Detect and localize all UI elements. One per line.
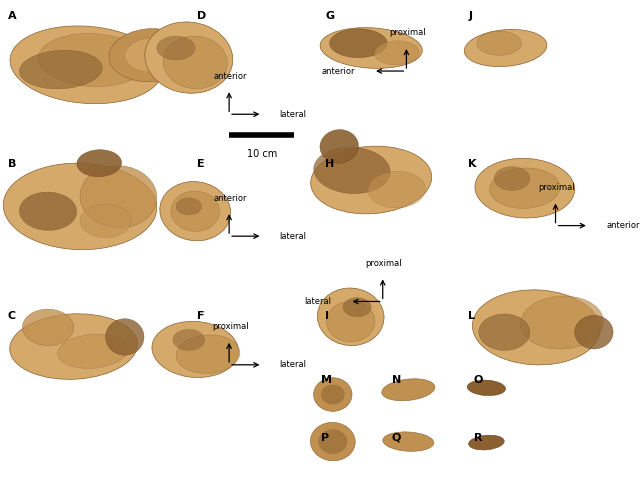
Text: M: M (321, 375, 332, 385)
Ellipse shape (77, 150, 122, 177)
Text: lateral: lateral (279, 110, 306, 119)
Text: proximal: proximal (365, 259, 403, 268)
Text: C: C (8, 311, 16, 321)
Ellipse shape (176, 335, 240, 373)
Text: N: N (392, 375, 401, 385)
Text: J: J (468, 11, 472, 21)
Ellipse shape (106, 319, 144, 355)
Ellipse shape (472, 290, 600, 365)
Ellipse shape (152, 322, 239, 377)
Ellipse shape (58, 335, 128, 368)
Ellipse shape (383, 432, 434, 451)
Ellipse shape (490, 168, 560, 208)
Ellipse shape (467, 380, 506, 396)
Ellipse shape (319, 430, 347, 454)
Text: anterior: anterior (607, 221, 640, 230)
Ellipse shape (10, 314, 138, 379)
Ellipse shape (374, 41, 419, 65)
Text: proximal: proximal (538, 183, 575, 192)
Ellipse shape (494, 167, 530, 191)
Text: Q: Q (392, 433, 401, 443)
Ellipse shape (317, 288, 384, 346)
Text: proximal: proximal (389, 28, 426, 37)
Text: E: E (197, 159, 205, 169)
Text: anterior: anterior (214, 72, 247, 81)
Text: K: K (468, 159, 477, 169)
Ellipse shape (314, 378, 352, 411)
Ellipse shape (343, 298, 371, 317)
Text: B: B (8, 159, 16, 169)
Ellipse shape (464, 29, 547, 67)
Ellipse shape (320, 130, 358, 163)
Ellipse shape (321, 385, 344, 404)
Ellipse shape (326, 301, 375, 342)
Text: anterior: anterior (214, 193, 247, 203)
Ellipse shape (330, 29, 387, 58)
Ellipse shape (320, 28, 422, 68)
Text: H: H (325, 159, 334, 169)
Ellipse shape (80, 204, 131, 238)
Text: lateral: lateral (279, 232, 306, 240)
Ellipse shape (381, 379, 435, 401)
Text: O: O (474, 375, 483, 385)
Text: I: I (325, 311, 329, 321)
Ellipse shape (160, 181, 230, 241)
Ellipse shape (468, 435, 504, 450)
Text: L: L (468, 311, 476, 321)
Text: 10 cm: 10 cm (246, 149, 277, 159)
Ellipse shape (80, 166, 157, 228)
Ellipse shape (125, 38, 176, 72)
Ellipse shape (475, 158, 575, 218)
Text: P: P (321, 433, 330, 443)
Ellipse shape (109, 29, 192, 82)
Text: proximal: proximal (212, 322, 249, 331)
Text: anterior: anterior (322, 67, 355, 75)
Ellipse shape (19, 192, 77, 230)
Ellipse shape (176, 198, 202, 215)
Ellipse shape (163, 36, 227, 89)
Ellipse shape (479, 314, 530, 350)
Ellipse shape (145, 22, 233, 93)
Ellipse shape (368, 171, 426, 208)
Ellipse shape (3, 163, 157, 250)
Ellipse shape (19, 50, 102, 89)
Text: A: A (8, 11, 16, 21)
Ellipse shape (310, 422, 355, 461)
Text: lateral: lateral (305, 297, 332, 306)
Text: R: R (474, 433, 482, 443)
Ellipse shape (38, 34, 147, 86)
Ellipse shape (173, 329, 205, 350)
Ellipse shape (314, 147, 390, 193)
Ellipse shape (171, 191, 220, 231)
Ellipse shape (22, 309, 74, 346)
Text: D: D (197, 11, 206, 21)
Ellipse shape (520, 296, 604, 349)
Ellipse shape (477, 31, 522, 55)
Text: lateral: lateral (279, 360, 306, 369)
Ellipse shape (10, 26, 163, 104)
Ellipse shape (310, 146, 432, 214)
Ellipse shape (575, 315, 613, 349)
Text: F: F (197, 311, 205, 321)
Ellipse shape (157, 36, 195, 60)
Text: G: G (325, 11, 334, 21)
